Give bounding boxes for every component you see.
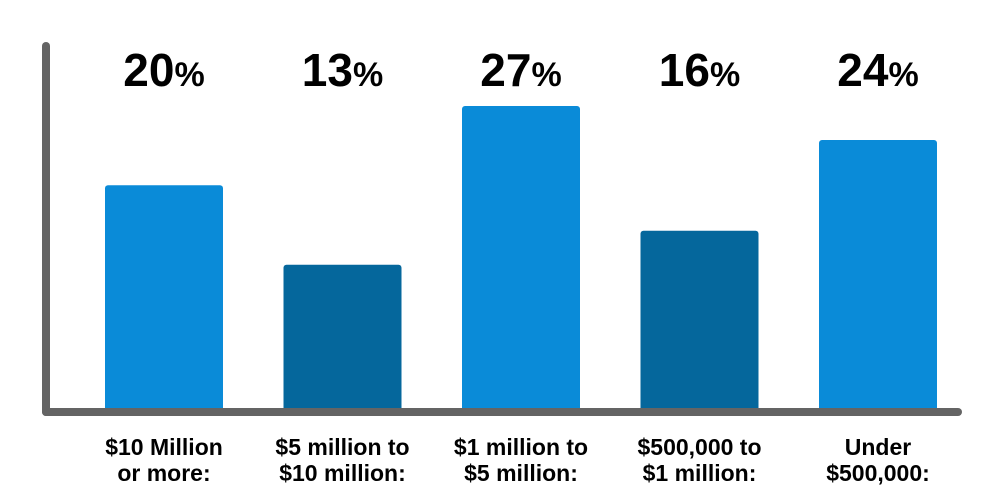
category-label-line: or more: bbox=[117, 460, 210, 486]
category-label-line: Under bbox=[845, 434, 912, 460]
bar-5 bbox=[819, 140, 937, 412]
category-label-line: $5 million: bbox=[464, 460, 578, 486]
category-label-1: $10 Million or more: bbox=[105, 434, 223, 486]
category-label-line: $10 Million bbox=[105, 434, 223, 460]
value-label-2: 13% bbox=[302, 44, 383, 96]
value-label-3: 27% bbox=[480, 44, 561, 96]
value-number: 13 bbox=[302, 44, 353, 96]
category-label-line: $5 million to bbox=[275, 434, 409, 460]
bar-4 bbox=[640, 230, 759, 412]
value-suffix: % bbox=[174, 56, 204, 94]
value-label-1: 20% bbox=[123, 44, 204, 96]
value-number: 24 bbox=[837, 44, 889, 96]
category-labels-layer: $10 Million or more: $5 million to $10 mill… bbox=[105, 434, 930, 486]
bar-2 bbox=[283, 264, 402, 412]
bar-1 bbox=[105, 185, 223, 412]
value-labels-layer: 20% 13% 27% 16% 24% bbox=[123, 44, 918, 96]
value-label-5: 24% bbox=[837, 44, 918, 96]
category-label-5: Under $500,000: bbox=[826, 434, 930, 486]
value-suffix: % bbox=[531, 56, 561, 94]
category-label-line: $1 million: bbox=[643, 460, 757, 486]
category-label-line: $10 million: bbox=[279, 460, 406, 486]
category-label-4: $500,000 to $1 million: bbox=[637, 434, 761, 486]
axes-layer bbox=[42, 42, 962, 416]
bar-3 bbox=[462, 106, 580, 412]
value-suffix: % bbox=[353, 56, 383, 94]
value-number: 27 bbox=[480, 44, 531, 96]
value-suffix: % bbox=[888, 56, 918, 94]
value-suffix: % bbox=[710, 56, 740, 94]
category-label-line: $500,000 to bbox=[637, 434, 761, 460]
category-label-3: $1 million to $5 million: bbox=[454, 434, 588, 486]
category-label-line: $500,000: bbox=[826, 460, 930, 486]
value-label-4: 16% bbox=[659, 44, 740, 96]
category-label-2: $5 million to $10 million: bbox=[275, 434, 409, 486]
value-number: 16 bbox=[659, 44, 710, 96]
bars-layer bbox=[105, 106, 937, 412]
category-label-line: $1 million to bbox=[454, 434, 588, 460]
value-number: 20 bbox=[123, 44, 174, 96]
